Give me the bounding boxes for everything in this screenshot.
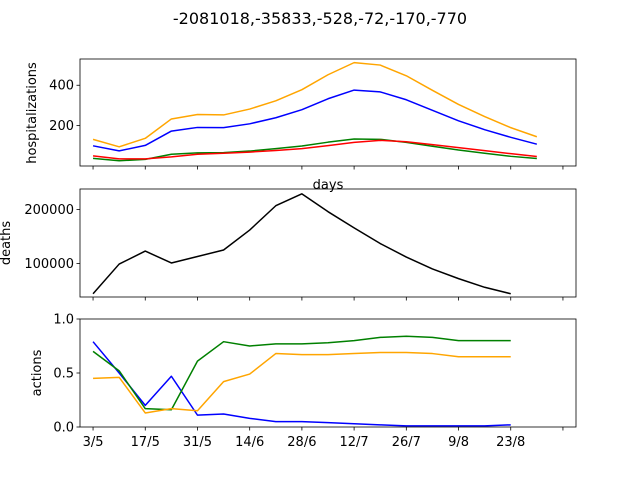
deaths-ytick-label: 200000: [24, 203, 74, 218]
actions-xtick-label: 3/5: [83, 435, 104, 450]
actions-series-line-1: [92, 335, 511, 411]
actions-xtick-label: 28/6: [287, 435, 316, 450]
hospitalizations-series-line-0: [92, 61, 538, 148]
hospitalizations-series-line-1: [92, 89, 538, 152]
deaths-axes-frame: [79, 188, 577, 298]
actions-ylabel: actions: [30, 349, 45, 396]
actions-xtick-label: 26/7: [392, 435, 421, 450]
actions-xtick-label: 14/6: [235, 435, 264, 450]
hospitalizations-panel: 200 400: [49, 58, 577, 170]
hospitalizations-ytick-label: 400: [49, 79, 74, 94]
hospitalizations-series-line-3: [92, 139, 537, 160]
actions-xtick-label: 23/8: [496, 435, 525, 450]
actions-series-line-0: [92, 341, 511, 427]
days-xlabel: days: [313, 178, 344, 193]
deaths-series-line-0: [92, 193, 511, 295]
actions-xtick-label: 31/5: [183, 435, 212, 450]
deaths-ylabel: deaths: [0, 221, 14, 266]
actions-xtick-label: 17/5: [131, 435, 160, 450]
actions-xtick-label: 9/8: [448, 435, 469, 450]
deaths-ytick-label: 100000: [24, 257, 74, 272]
actions-xtick-label: 12/7: [340, 435, 369, 450]
actions-series-line-2: [93, 351, 511, 414]
hospitalizations-axes-frame: [79, 58, 577, 167]
deaths-panel: 100000 200000: [24, 188, 577, 301]
hospitalizations-series-line-2: [92, 138, 537, 162]
actions-ytick-label: 0.0: [53, 421, 74, 436]
actions-panel: 0.0 0.5 1.0 3/5 17/5 31/5 14/6 28/6 12/7 26/7 9/8 2…: [53, 313, 577, 450]
figure-title: -2081018,-35833,-528,-72,-170,-770: [173, 9, 467, 28]
hospitalizations-ylabel: hospitalizations: [25, 62, 40, 164]
actions-ytick-label: 1.0: [53, 313, 74, 328]
actions-ytick-label: 0.5: [53, 367, 74, 382]
hospitalizations-ytick-label: 200: [49, 119, 74, 134]
